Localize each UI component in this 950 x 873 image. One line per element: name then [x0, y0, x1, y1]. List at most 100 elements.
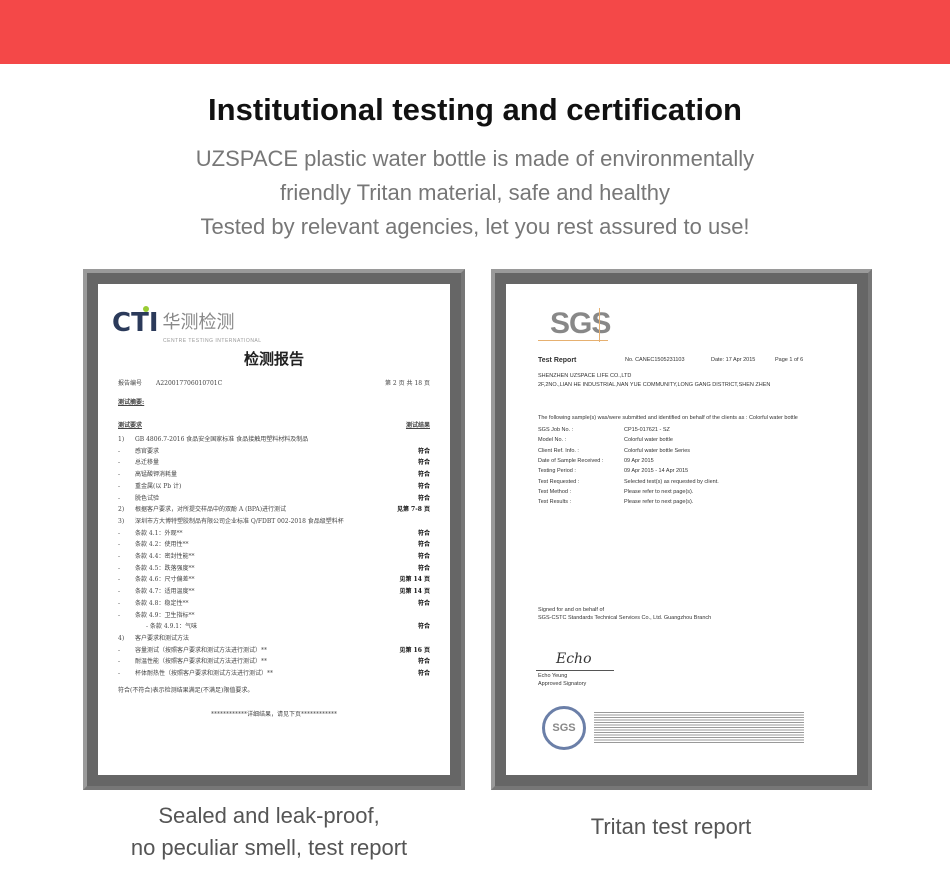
- left-caption: Sealed and leak-proof, no peculiar smell…: [83, 800, 455, 864]
- sgs-logo: SGS: [550, 307, 611, 340]
- sgs-field-row: Date of Sample Received : 09 Apr 2015: [538, 457, 654, 467]
- row-number: -: [118, 611, 121, 619]
- row-requirement: 条款 4.8：稳定性**: [135, 599, 189, 607]
- field-label: Model No. :: [538, 437, 567, 444]
- sgs-address: 2F,2NO.,LIAN HE INDUSTRIAL,NAN YUE COMMU…: [538, 382, 771, 388]
- row-number: -: [118, 599, 121, 607]
- test-row: - 总迁移量 符合: [118, 458, 430, 468]
- test-row: - 杯体耐热性（按照客户要求和测试方法进行测试）** 符合: [118, 669, 430, 679]
- test-row: - 条款 4.4：密封性能** 符合: [118, 552, 430, 562]
- sgs-field-row: Testing Period : 09 Apr 2015 - 14 Apr 201…: [538, 467, 688, 477]
- report-no-label: 报告编号: [118, 380, 143, 387]
- row-result: 符合: [417, 447, 430, 455]
- row-number: -: [118, 447, 121, 455]
- row-requirement: 杯体耐热性（按照客户要求和测试方法进行测试）**: [135, 670, 274, 677]
- sgs-field-row: Test Method : Please refer to next page(s…: [538, 488, 693, 498]
- field-label: Test Method :: [538, 488, 572, 495]
- row-number: -: [118, 471, 121, 479]
- test-row: 1) GB 4806.7-2016 食品安全国家标准 食品接触用塑料材料及制品: [118, 435, 430, 445]
- row-result: 见第 14 页: [399, 588, 430, 596]
- field-value: CP15-017621 - SZ: [624, 427, 670, 433]
- row-number: -: [118, 541, 121, 549]
- row-number: -: [118, 494, 121, 502]
- report-page: 第 2 页 共 18 页: [385, 380, 430, 387]
- row-result: 符合: [417, 459, 430, 467]
- col-result: 测试结果: [405, 422, 430, 429]
- sgs-field-row: Test Requested : Selected test(s) as requ…: [538, 478, 719, 488]
- row-result: 见第 16 页: [399, 646, 430, 654]
- row-requirement: 脱色试验: [135, 494, 160, 502]
- sgs-no: No. CANEC1505231103: [625, 357, 685, 363]
- row-requirement: 耐温性能（按照客户要求和测试方法进行测试）**: [135, 658, 268, 666]
- col-requirement: 测试要求: [118, 422, 143, 429]
- sgs-field-row: Test Results : Please refer to next page(…: [538, 498, 693, 508]
- signed-line-1: Signed for and on behalf of: [538, 607, 605, 613]
- row-number: -: [118, 576, 121, 584]
- field-label: SGS Job No. :: [538, 427, 574, 433]
- test-row: - 条款 4.1：外观** 符合: [118, 529, 430, 539]
- left-caption-line-1: Sealed and leak-proof,: [158, 803, 380, 828]
- sgs-date: Date: 17 Apr 2015: [711, 357, 756, 363]
- row-number: -: [118, 670, 121, 677]
- signature-line: [536, 670, 614, 671]
- row-requirement: 条款 4.1：外观**: [135, 529, 183, 537]
- row-requirement: 容量测试（按照客户要求和测试方法进行测试）**: [135, 646, 268, 654]
- row-result: 符合: [417, 599, 430, 607]
- row-requirement: 条款 4.2：使用性**: [135, 541, 189, 549]
- field-value: Selected test(s) as requested by client.: [624, 478, 719, 485]
- test-row: - 条款 4.9.1：气味 符合: [118, 622, 430, 632]
- test-row: - 高锰酸钾消耗量 符合: [118, 470, 430, 480]
- row-result: 符合: [417, 623, 430, 631]
- sgs-seal: SGS: [542, 706, 586, 750]
- cti-note: 符合(不符合)表示检测结果满足(不满足)限值要求。: [118, 687, 254, 694]
- signature: Echo: [556, 651, 592, 667]
- row-requirement: 深圳市方大博特塑胶制品有限公司企业标准 Q/FDBT 002-2018 食品级塑…: [135, 517, 344, 525]
- sgs-intro: The following sample(s) was/were submitt…: [538, 415, 798, 421]
- row-number: -: [118, 459, 121, 467]
- sgs-report-paper: SGS Test Report No. CANEC1505231103 Date…: [506, 284, 857, 775]
- page-title: Institutional testing and certification: [208, 92, 742, 127]
- cti-report-paper: CTI 华测检测 CENTRE TESTING INTERNATIONAL 检测报…: [98, 284, 450, 775]
- row-requirement: 感官要求: [135, 447, 160, 455]
- sgs-report-frame: SGS Test Report No. CANEC1505231103 Date…: [491, 269, 872, 790]
- row-result: 见第 7-8 页: [396, 506, 430, 514]
- cti-logo-cn: 华测检测: [162, 312, 235, 333]
- test-row: - 条款 4.2：使用性** 符合: [118, 540, 430, 550]
- row-requirement: 条款 4.7：适用温度**: [135, 588, 195, 596]
- sgs-field-row: Client Ref. Info. : Colorful water bottle…: [538, 447, 690, 457]
- report-no: A2200177060107​01C: [156, 380, 223, 387]
- row-requirement: GB 4806.7-2016 食品安全国家标准 食品接触用塑料材料及制品: [135, 436, 309, 443]
- field-label: Testing Period :: [538, 468, 576, 475]
- row-requirement: 总迁移量: [135, 459, 160, 467]
- row-number: 2): [118, 506, 125, 514]
- field-value: Please refer to next page(s).: [624, 499, 694, 506]
- row-number: -: [118, 588, 121, 596]
- field-value: 09 Apr 2015: [624, 457, 654, 464]
- row-result: 符合: [417, 494, 430, 502]
- row-requirement: 条款 4.5：跌落强度**: [135, 564, 195, 572]
- section-title: 测试摘要:: [118, 399, 145, 406]
- row-requirement: 条款 4.6：尺寸偏差**: [135, 576, 195, 584]
- row-requirement: - 条款 4.9.1：气味: [146, 623, 198, 631]
- field-value: Please refer to next page(s).: [624, 488, 694, 495]
- row-requirement: 重金属(以 Pb 计): [135, 482, 182, 490]
- row-number: -: [118, 553, 121, 560]
- test-row: - 耐温性能（按照客户要求和测试方法进行测试）** 符合: [118, 657, 430, 667]
- cti-report-frame: CTI 华测检测 CENTRE TESTING INTERNATIONAL 检测报…: [83, 269, 465, 790]
- sgs-title: Test Report: [538, 357, 577, 364]
- test-row: 3) 深圳市方大博特塑胶制品有限公司企业标准 Q/FDBT 002-2018 食品…: [118, 517, 430, 527]
- cti-footer: ************详细结果，请见下页************: [210, 711, 337, 718]
- row-requirement: 条款 4.4：密封性能**: [135, 553, 195, 560]
- field-value: Colorful water bottle Series: [624, 447, 691, 454]
- row-requirement: 高锰酸钾消耗量: [135, 471, 178, 479]
- top-banner: [0, 0, 950, 64]
- row-requirement: 客户要求和测试方法: [135, 634, 190, 642]
- test-row: - 重金属(以 Pb 计) 符合: [118, 482, 430, 492]
- fine-print: [594, 712, 804, 744]
- row-number: 1): [118, 436, 125, 443]
- row-result: 符合: [417, 670, 430, 677]
- row-result: 符合: [417, 541, 430, 549]
- test-row: - 脱色试验 符合: [118, 494, 430, 504]
- signer-title: Approved Signatory: [538, 681, 587, 687]
- signed-line-2: SGS-CSTC Standards Technical Services Co…: [538, 615, 712, 621]
